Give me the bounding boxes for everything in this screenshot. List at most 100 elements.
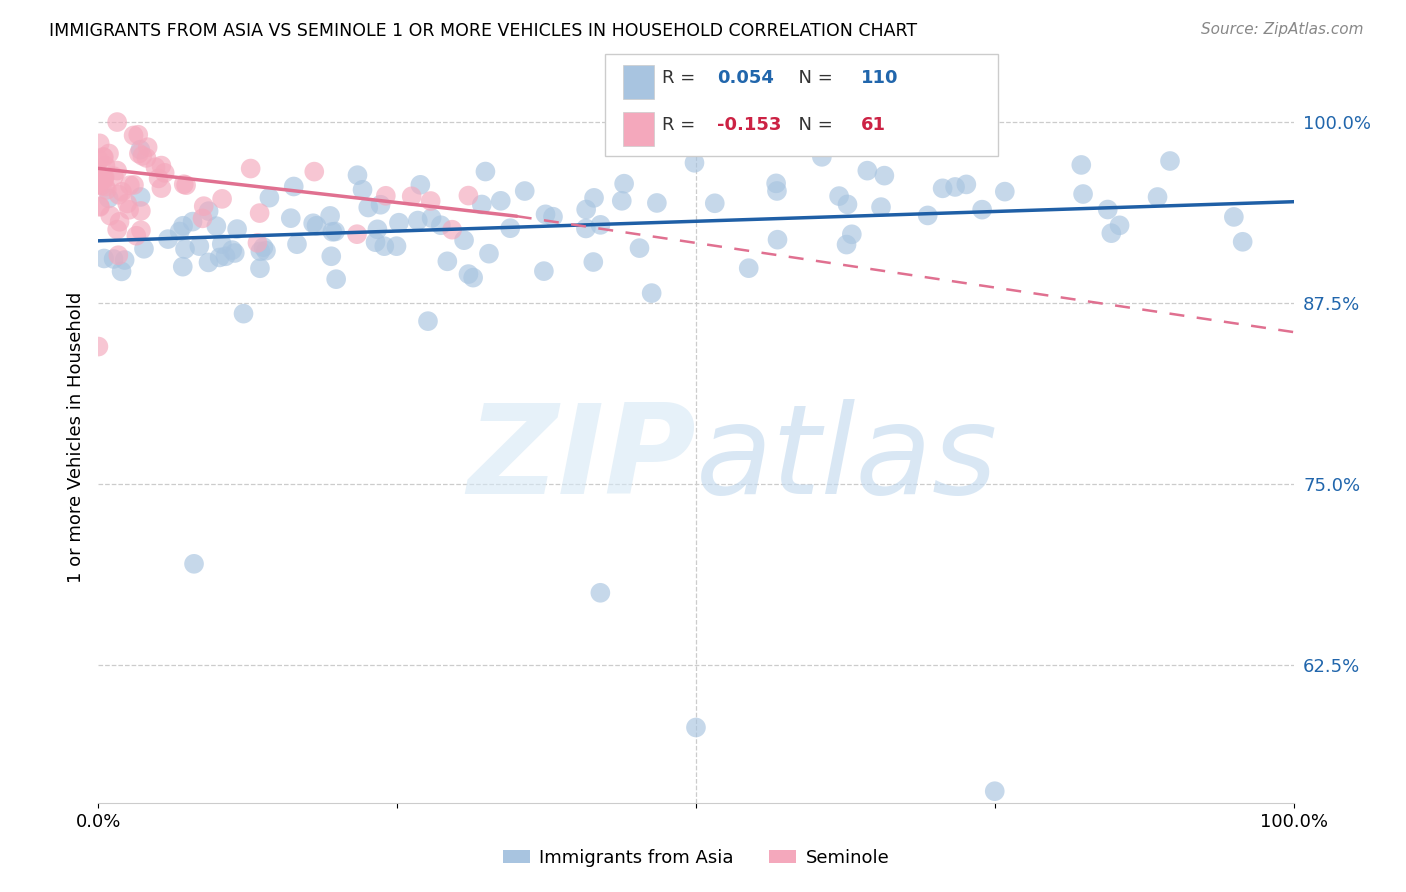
Point [188, 239, 211, 253]
Point [118, 178, 141, 193]
Point [181, 214, 204, 228]
Point [226, 222, 249, 236]
Text: Source: ZipAtlas.com: Source: ZipAtlas.com [1201, 22, 1364, 37]
Point [917, 209, 939, 223]
Point [114, 253, 136, 268]
Point [835, 237, 858, 252]
Point [583, 191, 606, 205]
Point [385, 239, 408, 253]
Point [346, 168, 368, 182]
Point [419, 194, 441, 208]
Point [489, 194, 512, 208]
Point [89, 199, 111, 213]
Point [150, 159, 173, 173]
Point [91, 150, 114, 164]
Point [108, 215, 131, 229]
Point [474, 164, 496, 178]
Text: -0.153: -0.153 [717, 116, 782, 134]
Point [955, 178, 977, 192]
Point [93, 252, 115, 266]
Point [416, 314, 439, 328]
Point [463, 270, 485, 285]
Point [321, 225, 343, 239]
Point [628, 241, 651, 255]
Point [105, 115, 128, 129]
Point [302, 216, 325, 230]
Point [457, 188, 479, 202]
Point [193, 199, 215, 213]
Point [645, 196, 668, 211]
Text: N =: N = [787, 116, 839, 134]
Text: IMMIGRANTS FROM ASIA VS SEMINOLE 1 OR MORE VEHICLES IN HOUSEHOLD CORRELATION CHA: IMMIGRANTS FROM ASIA VS SEMINOLE 1 OR MO… [49, 22, 917, 40]
Point [582, 255, 605, 269]
Point [197, 204, 219, 219]
Point [89, 136, 111, 151]
Point [87, 153, 110, 168]
Text: 61: 61 [860, 116, 886, 134]
Point [1099, 226, 1122, 240]
Point [197, 255, 219, 269]
Legend: Immigrants from Asia, Seminole: Immigrants from Asia, Seminole [495, 842, 897, 874]
Point [249, 244, 271, 259]
Point [533, 264, 555, 278]
Point [91, 178, 114, 193]
Point [105, 163, 128, 178]
Point [87, 340, 110, 354]
Point [105, 222, 128, 236]
Point [856, 163, 879, 178]
Point [111, 185, 134, 199]
Point [103, 252, 125, 266]
Point [575, 202, 598, 217]
Point [828, 189, 851, 203]
Point [499, 221, 522, 235]
Point [110, 264, 132, 278]
Point [153, 166, 176, 180]
Point [249, 261, 271, 276]
Y-axis label: 1 or more Vehicles in Household: 1 or more Vehicles in Household [66, 292, 84, 582]
Point [1070, 158, 1092, 172]
Point [984, 784, 1007, 798]
Point [87, 174, 110, 188]
Point [221, 243, 243, 257]
Point [943, 180, 966, 194]
Point [172, 260, 194, 274]
Point [457, 267, 479, 281]
Point [118, 202, 141, 217]
Point [453, 233, 475, 247]
Point [129, 203, 152, 218]
Point [280, 211, 302, 226]
Point [132, 242, 155, 256]
Point [738, 261, 761, 276]
Point [1071, 187, 1094, 202]
Point [107, 187, 129, 202]
Point [150, 181, 173, 195]
Point [98, 209, 121, 223]
Point [352, 183, 374, 197]
Point [766, 233, 789, 247]
Point [370, 198, 392, 212]
Point [441, 222, 464, 236]
Point [122, 128, 145, 143]
Text: R =: R = [662, 69, 702, 87]
Point [214, 249, 236, 263]
Point [211, 192, 233, 206]
Point [1146, 190, 1168, 204]
Point [1108, 219, 1130, 233]
Point [1232, 235, 1254, 249]
Point [173, 178, 195, 192]
Point [401, 189, 423, 203]
Point [285, 237, 308, 252]
Point [534, 207, 557, 221]
Point [541, 210, 564, 224]
Point [420, 211, 443, 225]
Point [148, 171, 170, 186]
Point [129, 143, 152, 157]
Point [304, 164, 326, 178]
Point [205, 219, 228, 234]
Text: 0.054: 0.054 [717, 69, 773, 87]
Point [765, 177, 787, 191]
Point [145, 160, 167, 174]
Point [357, 201, 380, 215]
Point [136, 140, 159, 154]
Point [513, 184, 536, 198]
